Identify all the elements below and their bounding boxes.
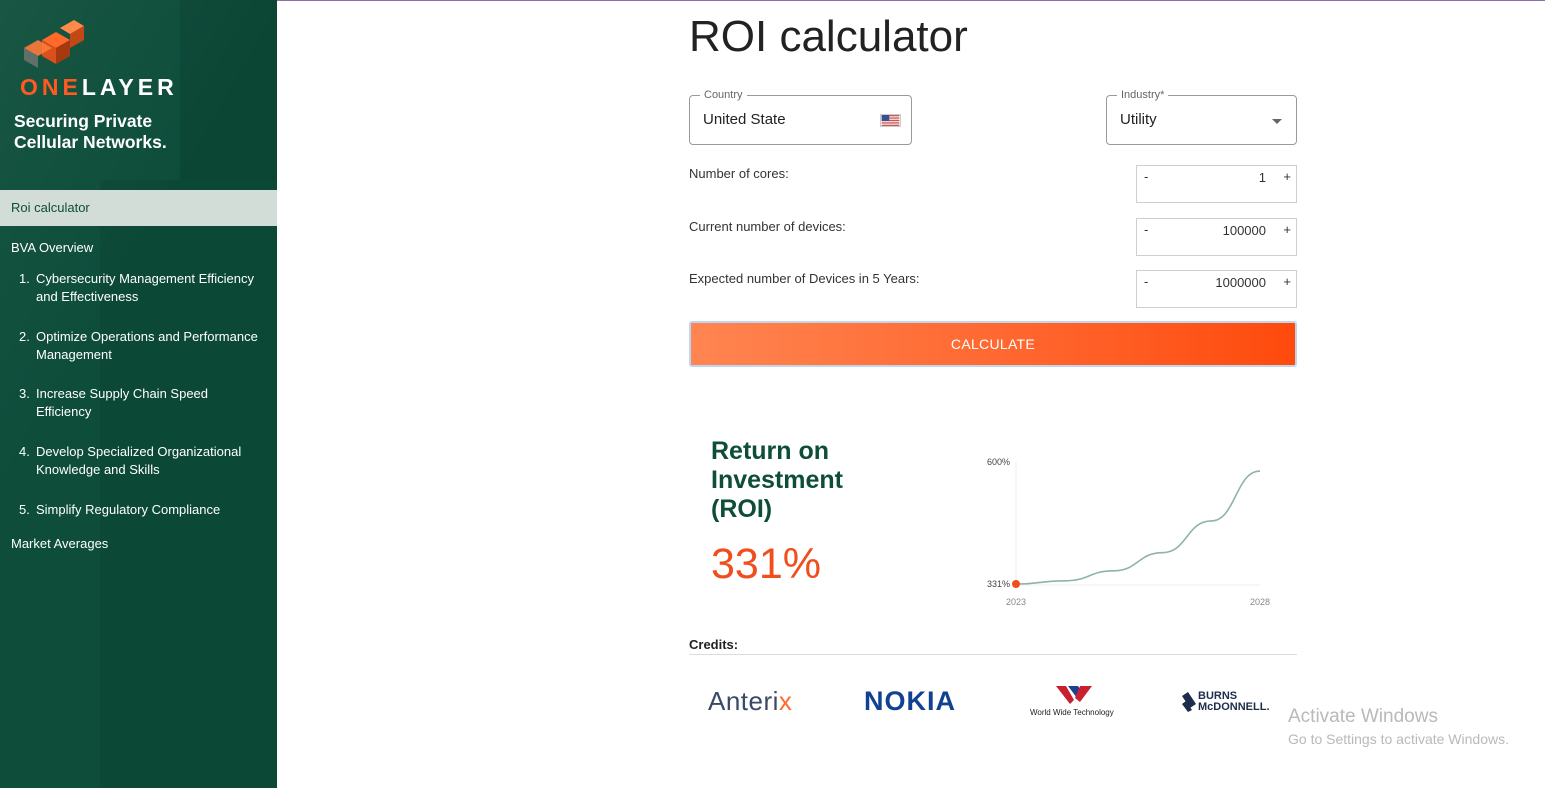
- cores-value[interactable]: 1: [1258, 170, 1266, 185]
- activate-windows-title: Activate Windows: [1288, 706, 1438, 727]
- top-border: [0, 0, 1545, 1]
- chevron-down-icon: [1272, 119, 1282, 124]
- sidebar-item-regulatory[interactable]: 5. Simplify Regulatory Compliance: [19, 502, 221, 517]
- onelayer-logo-icon: [24, 20, 84, 68]
- expected-devices-value[interactable]: 1000000: [1215, 275, 1266, 290]
- expected-devices-label: Expected number of Devices in 5 Years:: [689, 271, 920, 286]
- country-value: United State: [703, 111, 786, 128]
- current-devices-stepper[interactable]: - 100000 +: [1136, 218, 1297, 256]
- current-devices-decrement-button[interactable]: -: [1144, 222, 1149, 237]
- cores-increment-button[interactable]: +: [1283, 169, 1291, 184]
- chart-x-tick-label: 2023: [1006, 597, 1026, 607]
- brand-name: ONELAYER: [20, 74, 178, 100]
- expected-devices-stepper[interactable]: - 1000000 +: [1136, 270, 1297, 308]
- country-select[interactable]: Country United State: [689, 89, 912, 145]
- current-devices-label: Current number of devices:: [689, 219, 846, 234]
- roi-chart: 331% 600% 2023 2028: [987, 457, 1270, 607]
- credits-label: Credits:: [689, 637, 739, 652]
- calculate-button[interactable]: CALCULATE: [689, 321, 1297, 367]
- industry-select[interactable]: Industry* Utility: [1106, 89, 1297, 145]
- activate-windows-subtitle: Go to Settings to activate Windows.: [1288, 731, 1509, 747]
- nokia-logo: NOKIA: [864, 686, 956, 716]
- brand-tagline: Securing Private Cellular Networks.: [14, 111, 167, 152]
- expected-devices-decrement-button[interactable]: -: [1144, 274, 1149, 289]
- industry-label: Industry*: [1117, 89, 1169, 101]
- us-flag-icon: [880, 114, 901, 127]
- cores-decrement-button[interactable]: -: [1144, 169, 1149, 184]
- cores-label: Number of cores:: [689, 166, 789, 181]
- page-title: ROI calculator: [689, 12, 968, 61]
- sidebar-item-supply-chain[interactable]: 3. Increase Supply Chain Speed Efficienc…: [19, 386, 209, 419]
- credits-divider: [689, 654, 1297, 655]
- chart-y-tick-label: 331%: [987, 579, 1010, 589]
- chart-x-tick-label: 2028: [1250, 597, 1270, 607]
- current-devices-increment-button[interactable]: +: [1283, 222, 1291, 237]
- sidebar-item-knowledge-skills[interactable]: 4. Develop Specialized Organizational Kn…: [19, 444, 242, 477]
- country-label: Country: [700, 89, 747, 101]
- sidebar-item-roi-calculator[interactable]: Roi calculator: [0, 190, 277, 226]
- anterix-logo: Anterix: [708, 686, 793, 716]
- roi-value: 331%: [711, 540, 821, 588]
- chart-series-line: [1015, 470, 1261, 585]
- burns-mcdonnell-logo: BURNS McDONNELL.: [1182, 690, 1277, 716]
- sidebar-item-bva-overview[interactable]: BVA Overview: [11, 240, 94, 255]
- expected-devices-increment-button[interactable]: +: [1283, 274, 1291, 289]
- wwt-logo: World Wide Technology: [1028, 684, 1116, 720]
- industry-value: Utility: [1120, 111, 1157, 128]
- sidebar-item-cybersecurity[interactable]: 1. Cybersecurity Management Efficiency a…: [19, 271, 254, 304]
- chart-y-tick-label: 600%: [987, 457, 1010, 467]
- sidebar-nav: Roi calculator BVA Overview 1. Cybersecu…: [0, 190, 277, 562]
- wwt-mark-icon: [1056, 686, 1092, 704]
- sidebar: ONELAYER Securing Private Cellular Netwo…: [0, 0, 277, 788]
- burns-mark-icon: [1182, 692, 1196, 712]
- chart-start-point: [1012, 580, 1020, 588]
- sidebar-item-market-averages[interactable]: Market Averages: [11, 536, 109, 551]
- roi-title: Return on Investment (ROI): [711, 437, 843, 523]
- current-devices-value[interactable]: 100000: [1222, 223, 1266, 238]
- cores-stepper[interactable]: - 1 +: [1136, 165, 1297, 203]
- sidebar-item-operations[interactable]: 2. Optimize Operations and Performance M…: [19, 329, 258, 362]
